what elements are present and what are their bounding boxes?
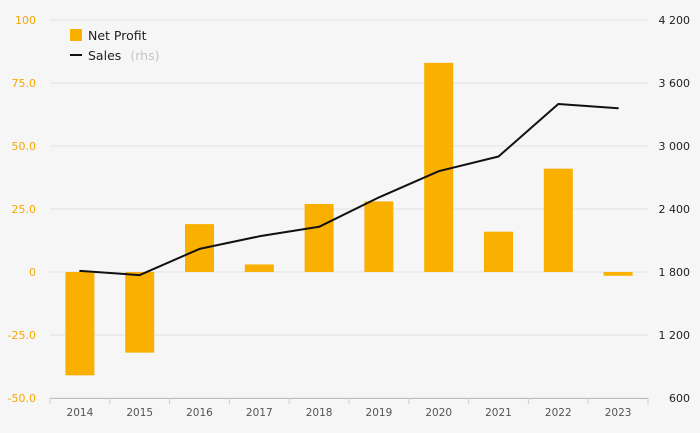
y2-tick-label: 4 200 — [659, 14, 691, 27]
point-sales-2017 — [258, 235, 261, 238]
y-tick-label: 0 — [29, 266, 36, 279]
x-tick-label: 2017 — [246, 407, 273, 419]
point-sales-2016 — [198, 248, 201, 250]
x-tick-label: 2016 — [186, 407, 213, 419]
point-sales-2019 — [378, 196, 380, 199]
point-sales-2021 — [497, 155, 500, 158]
point-sales-2014 — [79, 270, 81, 272]
legend-label-net-profit: Net Profit — [88, 28, 147, 43]
bar-net-profit-2017 — [244, 264, 274, 272]
legend: Net Profit Sales (rhs) — [70, 28, 159, 64]
x-tick-label: 2020 — [425, 407, 452, 419]
legend-swatch-net-profit — [70, 29, 82, 41]
point-sales-2018 — [318, 226, 320, 228]
y-tick-label: -50.0 — [8, 392, 36, 405]
axes: -50.0 -25.0 0 25.0 50.0 75.0 100 600 1 200 1 800 2… — [8, 14, 690, 419]
y2-tick-label: 2 400 — [659, 203, 691, 216]
y2-tick-label: 600 — [669, 392, 690, 405]
bar-net-profit-2015 — [125, 272, 155, 353]
x-tick-label: 2014 — [67, 407, 94, 419]
point-sales-2020 — [437, 170, 440, 172]
point-sales-2015 — [138, 274, 141, 276]
y2-tick-label: 3 600 — [659, 77, 691, 90]
bar-net-profit-2018 — [304, 203, 334, 272]
bar-series-net-profit — [65, 62, 633, 376]
x-tick-label: 2018 — [306, 407, 333, 419]
bar-net-profit-2019 — [364, 201, 394, 272]
x-tick-label: 2022 — [545, 407, 572, 419]
x-tick-label: 2015 — [126, 407, 153, 419]
y2-tick-label: 3 000 — [659, 140, 691, 153]
bar-net-profit-2022 — [543, 168, 573, 272]
sales-line — [79, 103, 619, 277]
bar-net-profit-2023 — [603, 272, 633, 276]
legend-label-sales-group: Sales (rhs) — [88, 45, 159, 64]
point-sales-2022 — [557, 103, 560, 105]
y-tick-label: 100 — [15, 14, 36, 27]
line-series-sales — [79, 103, 619, 277]
legend-label-rhs: (rhs) — [130, 48, 159, 63]
y-tick-label: -25.0 — [8, 329, 36, 342]
bar-net-profit-2021 — [484, 231, 513, 272]
x-tick-label: 2023 — [605, 407, 632, 419]
legend-label-sales: Sales — [88, 48, 121, 63]
point-sales-2023 — [617, 107, 619, 109]
y-tick-label: 25.0 — [12, 203, 37, 216]
y2-tick-label: 1 800 — [659, 266, 691, 279]
y-tick-label: 75.0 — [12, 77, 37, 90]
x-tick-label: 2021 — [485, 407, 512, 419]
bar-net-profit-2020 — [424, 62, 454, 273]
x-tick-label: 2019 — [366, 407, 393, 419]
y2-tick-label: 1 200 — [659, 329, 691, 342]
y-tick-label: 50.0 — [12, 140, 37, 153]
bar-net-profit-2014 — [65, 272, 95, 376]
